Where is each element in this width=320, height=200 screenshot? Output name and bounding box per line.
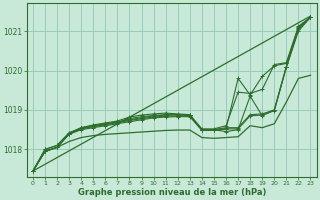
X-axis label: Graphe pression niveau de la mer (hPa): Graphe pression niveau de la mer (hPa)	[77, 188, 266, 197]
